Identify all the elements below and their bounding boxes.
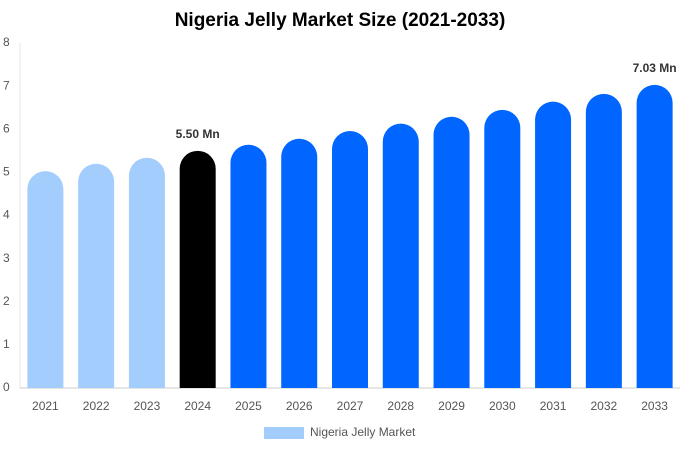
- bar: [27, 171, 64, 388]
- y-tick-label: 1: [3, 337, 10, 351]
- x-tick-label: 2027: [337, 399, 364, 413]
- bar: [636, 84, 673, 389]
- y-tick-label: 3: [3, 251, 10, 265]
- bar: [585, 93, 622, 388]
- x-tick-label: 2033: [641, 399, 668, 413]
- y-tick-label: 6: [3, 121, 10, 135]
- x-tick-label: 2023: [134, 399, 161, 413]
- y-tick-label: 5: [3, 165, 10, 179]
- x-tick-label: 2021: [32, 399, 59, 413]
- x-tick-label: 2032: [590, 399, 617, 413]
- y-tick-label: 4: [3, 208, 10, 222]
- legend-label: Nigeria Jelly Market: [310, 425, 416, 439]
- y-tick-label: 7: [3, 78, 10, 92]
- bar: [281, 138, 318, 388]
- x-tick-label: 2024: [184, 399, 211, 413]
- y-tick-label: 0: [3, 380, 10, 394]
- y-tick-label: 2: [3, 294, 10, 308]
- bar: [179, 150, 216, 388]
- value-label: 7.03 Mn: [633, 61, 677, 75]
- x-tick-label: 2030: [489, 399, 516, 413]
- bar: [535, 101, 572, 388]
- y-tick-label: 8: [3, 35, 10, 49]
- bar: [484, 109, 521, 389]
- legend-swatch: [264, 427, 304, 439]
- bar: [382, 123, 419, 389]
- chart-title: Nigeria Jelly Market Size (2021-2033): [175, 10, 506, 31]
- x-tick-label: 2022: [83, 399, 110, 413]
- x-tick-label: 2025: [235, 399, 262, 413]
- bar: [78, 163, 115, 388]
- bar: [433, 116, 470, 388]
- bar: [332, 130, 368, 388]
- x-tick-label: 2029: [438, 399, 465, 413]
- x-tick-label: 2028: [387, 399, 414, 413]
- x-tick-label: 2026: [286, 399, 313, 413]
- bar: [128, 157, 165, 388]
- x-tick-label: 2031: [540, 399, 567, 413]
- bar: [230, 144, 267, 388]
- value-label: 5.50 Mn: [176, 127, 220, 141]
